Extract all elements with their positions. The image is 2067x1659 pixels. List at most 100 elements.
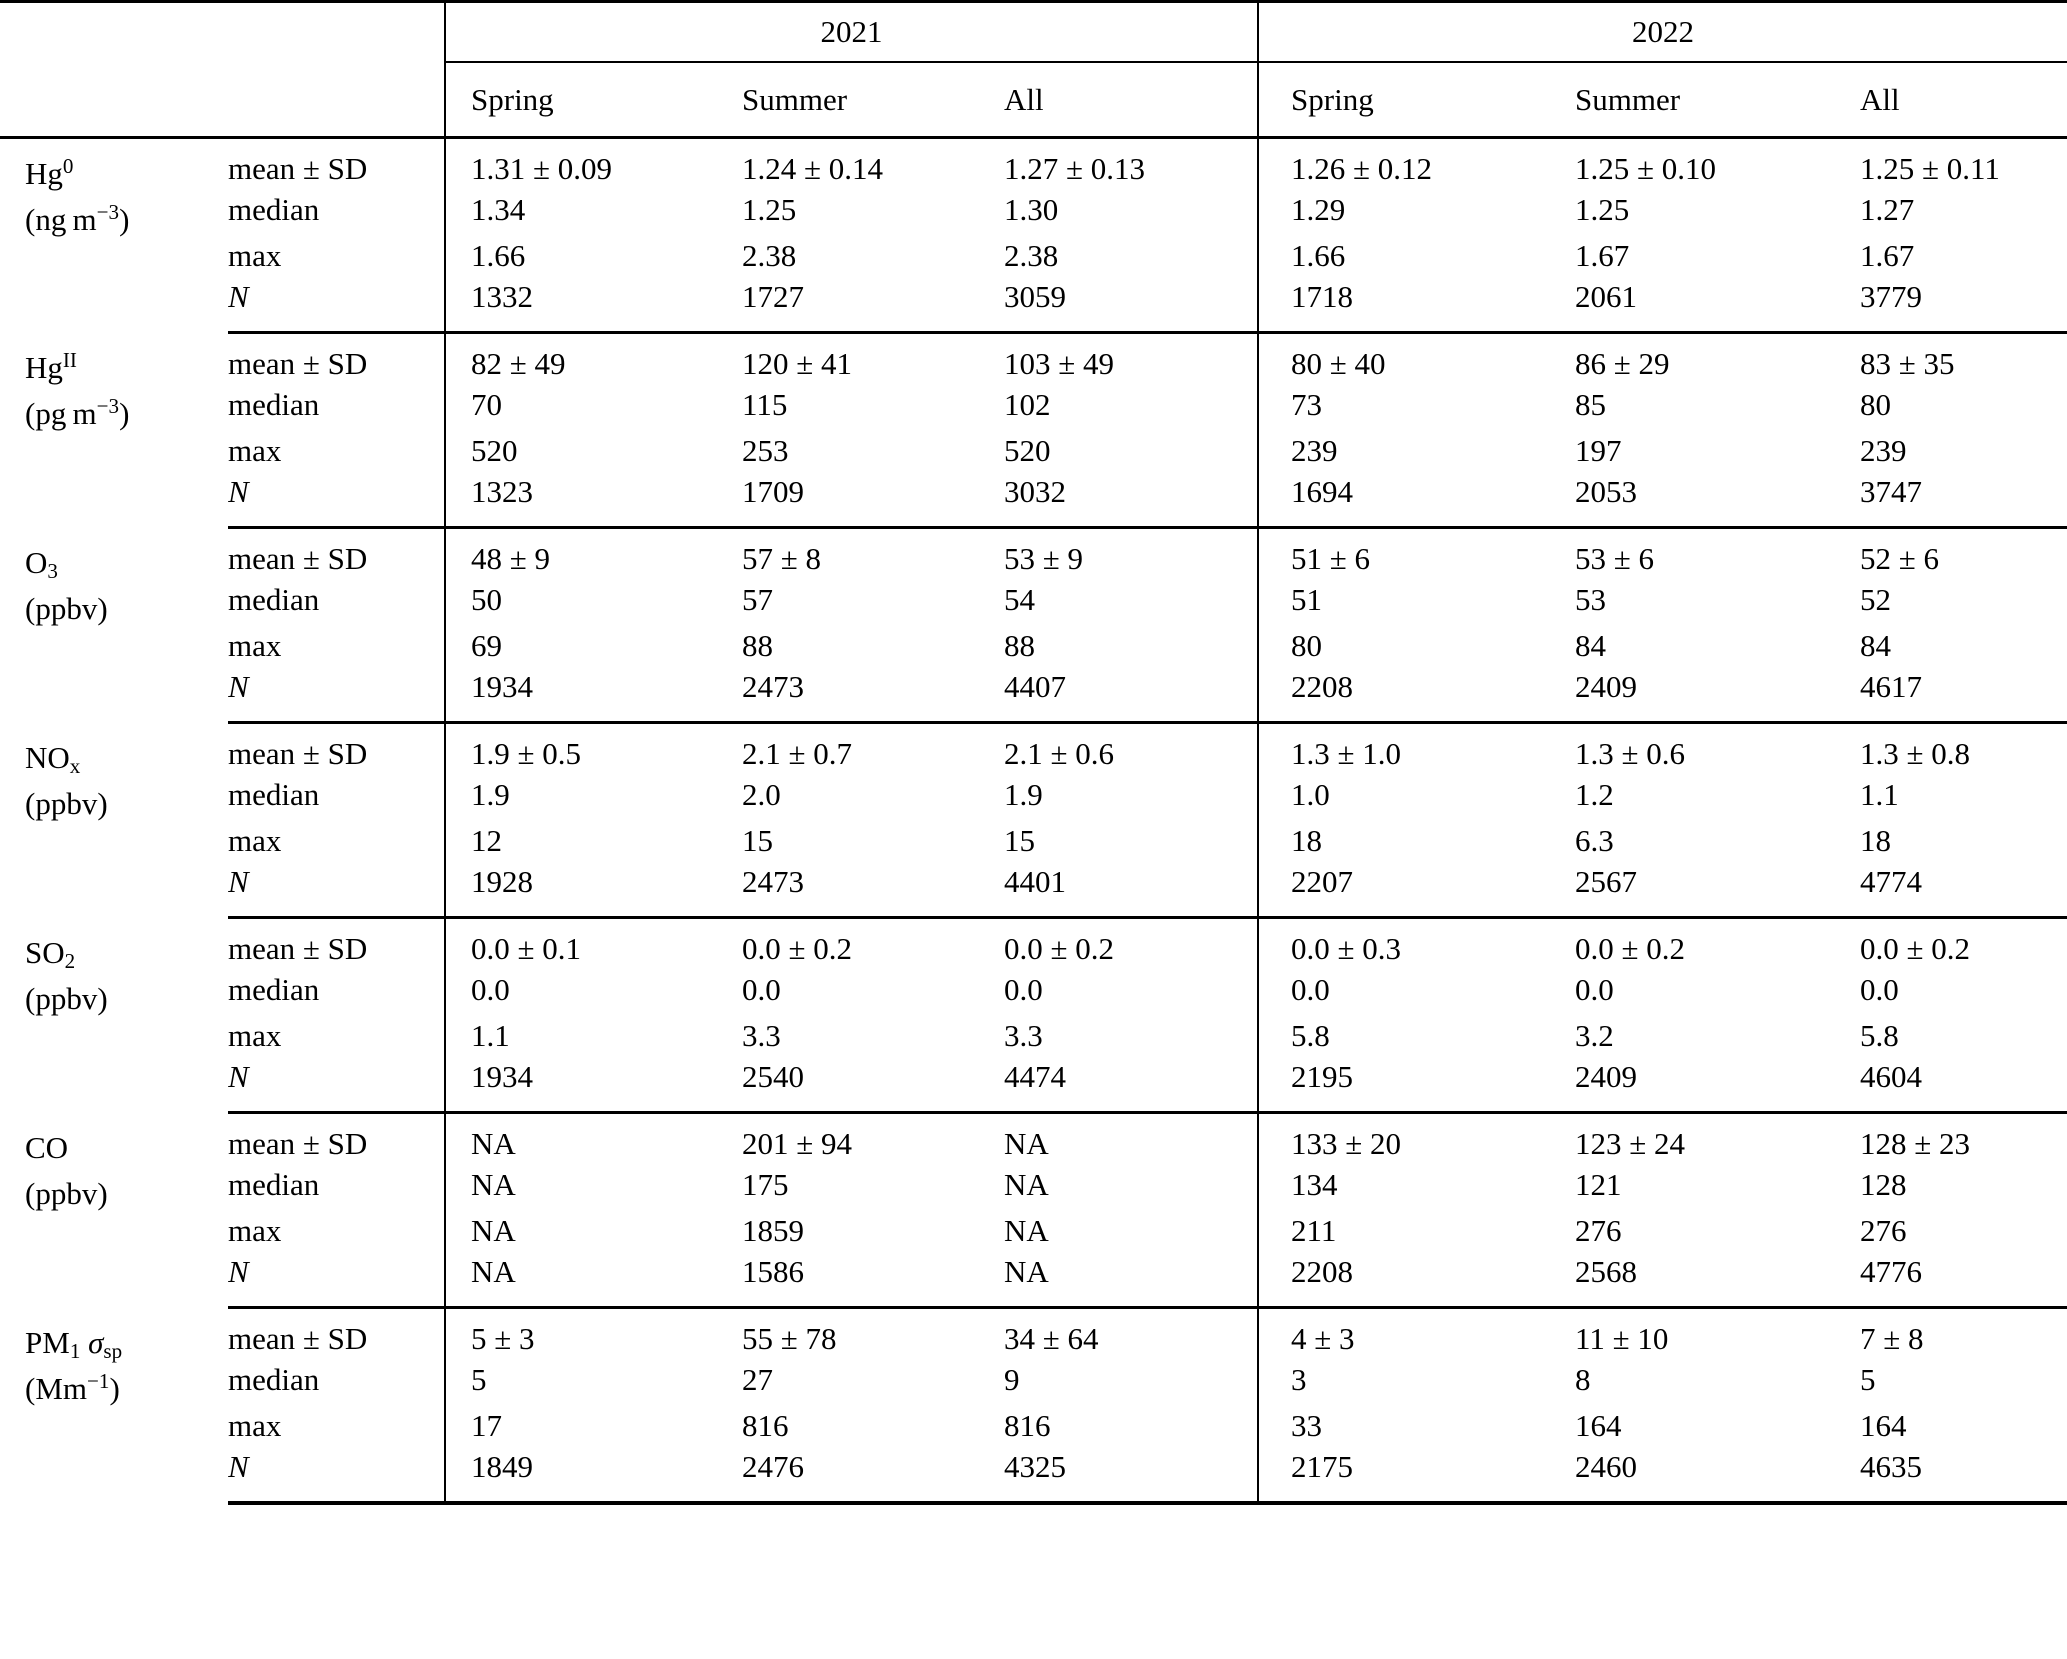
value-cell: 0.0 ± 0.2 <box>742 931 853 966</box>
table-row: Hg0 (ng m−3) mean ± SD 1.31 ± 0.09 1.24 ± 0.… <box>0 137 2067 237</box>
table-row: max 1.66 2.38 2.38 1.66 1.67 1.67 <box>0 233 2067 279</box>
value-cell: 4776 <box>1860 1254 2067 1309</box>
value-cell: 103 ± 49 <box>1004 346 1115 381</box>
table-row: max 520 253 520 239 197 239 <box>0 428 2067 474</box>
value-cell: 80 ± 40 <box>1257 332 1576 382</box>
value-cell: 1.26 ± 0.12 <box>1257 137 1576 187</box>
value-cell: 1.25 <box>742 192 797 227</box>
value-cell: 4474 <box>1004 1059 1259 1114</box>
season-header-summer-2021: Summer <box>742 62 1004 139</box>
stat-label-median: median <box>228 1362 320 1397</box>
value-cell: 133 ± 20 <box>1257 1112 1576 1162</box>
value-cell: 2.38 <box>1004 238 1059 273</box>
value-cell: 2208 <box>1257 1254 1576 1309</box>
value-cell: 0.0 <box>742 972 781 1007</box>
stat-label-max: max <box>228 823 282 858</box>
value-cell: 1.9 <box>1004 777 1043 812</box>
table-row: median 1.34 1.25 1.30 1.29 1.25 1.27 <box>0 187 2067 233</box>
value-cell: 4635 <box>1860 1449 2067 1505</box>
value-cell: 816 <box>1004 1408 1051 1443</box>
table-row: SO2 (ppbv) mean ± SD 0.0 ± 0.1 0.0 ± 0.2 0.0 … <box>0 917 2067 1016</box>
value-cell: 1.29 <box>1257 187 1576 233</box>
value-cell: 3059 <box>1004 279 1259 334</box>
value-cell: 8 <box>1575 1362 1591 1397</box>
value-cell: 3 <box>1257 1357 1576 1403</box>
value-cell: 52 <box>1860 582 1892 617</box>
value-cell: 69 <box>444 623 742 669</box>
value-cell: 15 <box>1004 823 1035 858</box>
species-name: PM1 σsp <box>25 1324 123 1364</box>
stat-label-max: max <box>228 1018 282 1053</box>
value-cell: 1.2 <box>1575 777 1614 812</box>
species-label: SO2 (ppbv) <box>0 918 228 1113</box>
value-cell: NA <box>1004 1254 1259 1309</box>
value-cell: 4604 <box>1860 1059 2067 1114</box>
stat-label-mean: mean ± SD <box>228 346 368 381</box>
value-cell: 2568 <box>1575 1254 1861 1309</box>
value-cell: 115 <box>742 387 788 422</box>
stat-label-mean: mean ± SD <box>228 931 368 966</box>
value-cell: 55 ± 78 <box>742 1321 837 1356</box>
table-row: CO (ppbv) mean ± SD NA 201 ± 94 NA 133 ± 20 123… <box>0 1112 2067 1211</box>
table-row: N 1934 2540 4474 2195 2409 4604 <box>0 1059 2067 1114</box>
value-cell: 2207 <box>1257 864 1576 919</box>
stat-label-n: N <box>228 1254 445 1309</box>
value-cell: 3779 <box>1860 279 2067 334</box>
value-cell: NA <box>444 1112 742 1162</box>
table-row: max 12 15 15 18 6.3 18 <box>0 818 2067 864</box>
table-row: median 50 57 54 51 53 52 <box>0 577 2067 623</box>
value-cell: 1.30 <box>1004 192 1059 227</box>
year-header-row: 2021 2022 <box>0 1 2067 63</box>
value-cell: 2053 <box>1575 474 1861 529</box>
value-cell: 253 <box>742 433 789 468</box>
table-row: median 70 115 102 73 85 80 <box>0 382 2067 428</box>
value-cell: 1.3 ± 1.0 <box>1257 722 1576 772</box>
stat-label-n: N <box>228 669 445 724</box>
value-cell: NA <box>444 1208 742 1254</box>
stat-label-n: N <box>228 1059 445 1114</box>
value-cell: 53 ± 9 <box>1004 541 1084 576</box>
value-cell: 2567 <box>1575 864 1861 919</box>
value-cell: 1.31 ± 0.09 <box>444 137 742 187</box>
value-cell: 3032 <box>1004 474 1259 529</box>
value-cell: 57 <box>742 582 773 617</box>
value-cell: 4325 <box>1004 1449 1259 1505</box>
value-cell: 0.0 <box>1575 972 1614 1007</box>
value-cell: 1727 <box>742 279 1004 334</box>
table-row: O3 (ppbv) mean ± SD 48 ± 9 57 ± 8 53 ± 9 51 ± … <box>0 527 2067 626</box>
value-cell: 88 <box>742 628 773 663</box>
header-spacer <box>0 2 445 63</box>
value-cell: 0.0 <box>444 967 742 1013</box>
value-cell: 48 ± 9 <box>444 527 742 577</box>
value-cell: 175 <box>742 1167 789 1202</box>
value-cell: 1.66 <box>1257 233 1576 279</box>
table-row: PM1 σsp (Mm−1) mean ± SD 5 ± 3 55 ± 78 34 ± 6… <box>0 1307 2067 1406</box>
species-unit: (ppbv) <box>25 785 108 821</box>
value-cell: 11 ± 10 <box>1575 1321 1669 1356</box>
value-cell: 4617 <box>1860 669 2067 724</box>
value-cell: 2175 <box>1257 1449 1576 1505</box>
value-cell: 276 <box>1860 1213 1907 1248</box>
value-cell: 1.67 <box>1860 238 1915 273</box>
value-cell: 2409 <box>1575 1059 1861 1114</box>
stat-label-n: N <box>228 864 445 919</box>
value-cell: 88 <box>1004 628 1035 663</box>
species-name: O3 <box>25 544 58 584</box>
table-row: median NA 175 NA 134 121 128 <box>0 1162 2067 1208</box>
season-header-all-2022: All <box>1860 62 2067 139</box>
stat-label-median: median <box>228 1167 320 1202</box>
stat-label-n: N <box>228 1449 445 1505</box>
value-cell: 2.1 ± 0.6 <box>1004 736 1115 771</box>
value-cell: 1586 <box>742 1254 1004 1309</box>
value-cell: 7 ± 8 <box>1860 1321 1924 1356</box>
value-cell: 1934 <box>444 1059 742 1114</box>
value-cell: 0.0 <box>1860 972 1899 1007</box>
value-cell: NA <box>1004 1167 1049 1202</box>
stat-label-mean: mean ± SD <box>228 1321 368 1356</box>
species-label: PM1 σsp (Mm−1) <box>0 1308 228 1504</box>
value-cell: 1.25 ± 0.10 <box>1575 151 1717 186</box>
stat-label-median: median <box>228 777 320 812</box>
value-cell: 2.38 <box>742 238 797 273</box>
value-cell: 4774 <box>1860 864 2067 919</box>
year-header-2022: 2022 <box>1257 1 2067 63</box>
